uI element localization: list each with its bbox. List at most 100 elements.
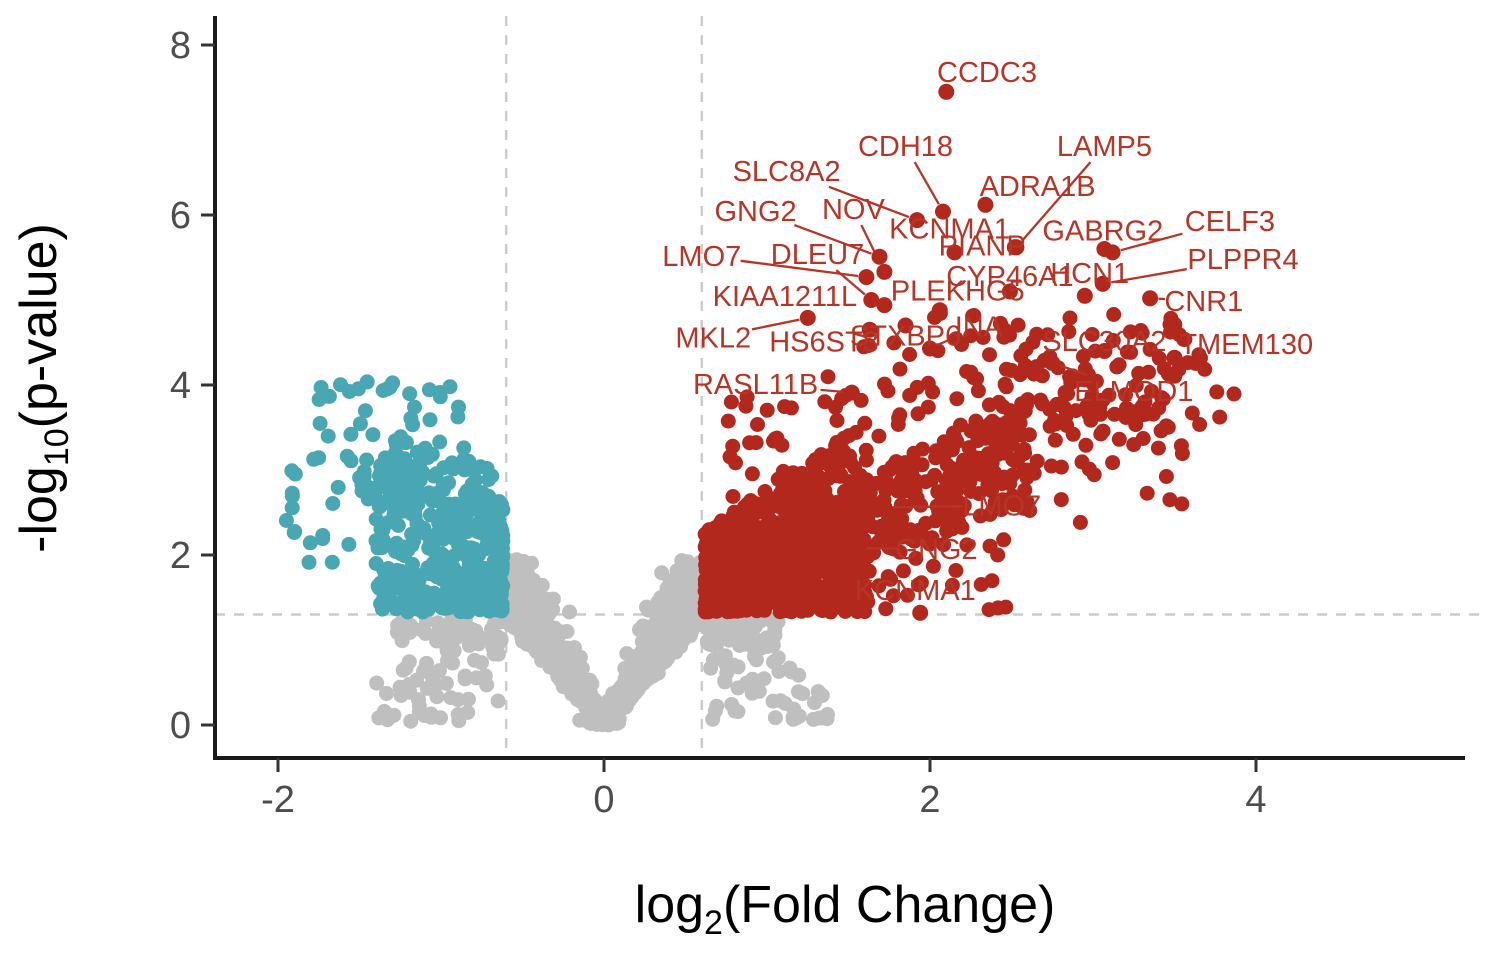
- gene-point: [1094, 275, 1111, 292]
- data-point: [445, 578, 461, 594]
- data-point: [408, 567, 424, 583]
- data-point: [387, 597, 403, 613]
- data-point: [1133, 323, 1149, 338]
- data-point: [673, 570, 689, 586]
- data-point: [1025, 334, 1041, 350]
- data-point: [804, 588, 820, 604]
- data-point: [368, 511, 384, 527]
- gene-point: [912, 604, 929, 621]
- data-point: [469, 578, 485, 594]
- data-point: [767, 627, 783, 643]
- data-point: [987, 465, 1003, 481]
- gene-label: CNR1: [1164, 286, 1243, 318]
- points-down: [368, 494, 511, 620]
- data-point: [410, 457, 426, 472]
- data-point: [561, 646, 577, 662]
- data-point: [395, 662, 411, 678]
- gene-label: RASL11B: [693, 369, 818, 401]
- gene-label: SLC30A2: [1042, 326, 1166, 358]
- data-point: [1007, 497, 1023, 513]
- gene-point: [1001, 283, 1018, 300]
- data-point: [819, 592, 835, 608]
- gene-point: [1142, 290, 1159, 307]
- data-point: [791, 667, 807, 683]
- data-point: [432, 389, 448, 405]
- data-point: [759, 402, 775, 418]
- data-point: [441, 496, 457, 512]
- data-point: [880, 383, 896, 399]
- data-point: [760, 591, 776, 607]
- data-point: [973, 577, 989, 592]
- data-point: [680, 554, 696, 570]
- tick-marks: [201, 43, 1258, 772]
- gene-label: CCDC3: [937, 57, 1037, 89]
- data-point: [721, 632, 737, 648]
- data-point: [759, 521, 774, 537]
- data-point: [949, 391, 965, 407]
- data-point: [450, 692, 466, 708]
- data-point: [422, 535, 438, 551]
- data-point: [396, 584, 412, 600]
- data-point: [727, 703, 743, 719]
- data-point: [1162, 492, 1178, 508]
- data-point: [744, 685, 760, 701]
- gene-point: [1006, 239, 1023, 256]
- data-point: [861, 338, 877, 353]
- data-point: [759, 492, 775, 508]
- data-point: [1101, 387, 1117, 403]
- data-point: [453, 537, 469, 553]
- data-point: [380, 712, 396, 728]
- data-point: [481, 472, 497, 487]
- data-point: [513, 574, 528, 590]
- data-point: [928, 443, 944, 459]
- data-point: [462, 491, 477, 507]
- gene-label: MKL2: [675, 322, 751, 354]
- gene-point: [931, 302, 948, 319]
- data-point: [287, 466, 303, 482]
- data-point: [286, 525, 302, 540]
- gene-point: [922, 340, 938, 357]
- gene-label: ELMOD1: [1074, 376, 1193, 408]
- data-point: [824, 526, 840, 542]
- data-point: [878, 601, 894, 617]
- data-point: [301, 554, 317, 570]
- data-point: [728, 455, 743, 471]
- data-point: [1017, 482, 1033, 498]
- data-point: [1162, 316, 1178, 332]
- data-point: [944, 577, 960, 593]
- data-point: [411, 692, 426, 708]
- data-point: [733, 567, 749, 582]
- gene-label: KCNMA1: [855, 575, 976, 607]
- y-axis-title-text: -log10(p-value): [10, 223, 76, 553]
- data-point: [855, 495, 871, 511]
- data-point: [1013, 348, 1029, 364]
- data-point: [359, 374, 375, 390]
- gene-label: GNG2: [715, 196, 797, 228]
- data-point: [781, 488, 797, 504]
- data-point: [311, 392, 327, 407]
- data-point: [841, 504, 857, 520]
- gene-leader-line: [820, 388, 844, 394]
- gene-label: LMO7: [662, 241, 741, 273]
- data-point: [748, 652, 764, 668]
- gene-label: CDH18: [858, 131, 953, 163]
- data-point: [352, 416, 368, 432]
- gene-label: NOV: [822, 194, 886, 226]
- gene-label: CYP46A1: [946, 261, 1073, 293]
- points-down: [306, 374, 472, 471]
- data-point: [746, 555, 762, 571]
- data-point: [485, 601, 501, 617]
- data-point: [892, 361, 908, 377]
- data-point: [1158, 469, 1174, 484]
- data-point: [1160, 419, 1176, 435]
- data-point: [1016, 441, 1032, 457]
- data-point: [1008, 453, 1023, 469]
- data-point: [699, 574, 715, 590]
- data-point: [944, 461, 960, 477]
- data-point: [393, 687, 409, 703]
- data-point: [1118, 387, 1133, 403]
- data-point: [1150, 440, 1166, 456]
- data-point: [895, 563, 911, 579]
- gene-point: [871, 248, 888, 265]
- data-point: [341, 384, 357, 399]
